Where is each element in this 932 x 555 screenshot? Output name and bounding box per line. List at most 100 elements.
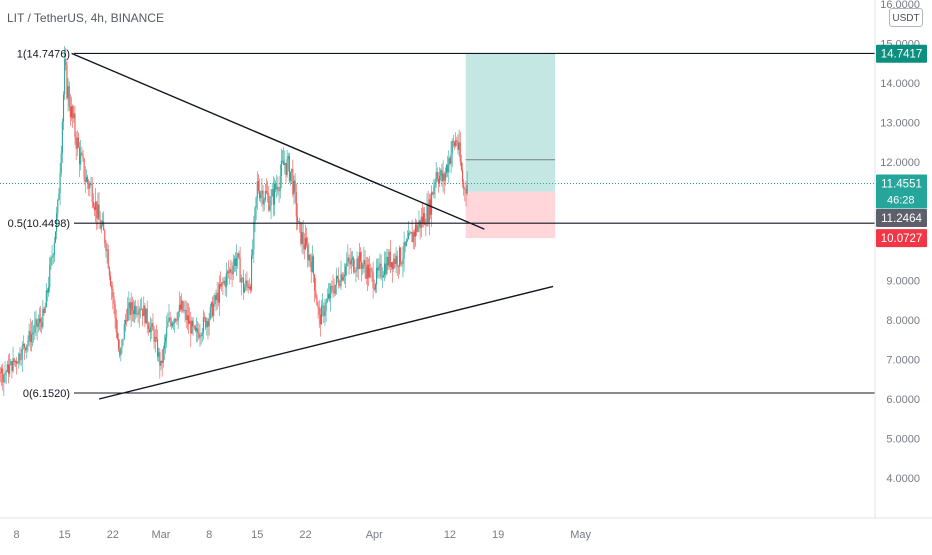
- candle: [434, 178, 436, 199]
- candle: [315, 277, 317, 300]
- candle: [413, 229, 415, 250]
- candle: [262, 184, 264, 212]
- candle: [121, 338, 123, 354]
- candle: [412, 229, 414, 250]
- candle: [225, 262, 227, 298]
- candle: [122, 339, 124, 346]
- candle: [171, 320, 173, 329]
- candle: [22, 335, 24, 350]
- candle: [194, 324, 196, 333]
- candle: [331, 280, 333, 294]
- candle: [385, 251, 387, 279]
- candle: [308, 242, 310, 267]
- candle: [445, 163, 448, 178]
- candle: [374, 282, 376, 294]
- target-zone[interactable]: [465, 53, 556, 192]
- candle: [12, 346, 14, 374]
- candle: [49, 256, 51, 293]
- candle: [320, 299, 323, 325]
- candle: [394, 252, 396, 269]
- candle: [312, 254, 315, 283]
- candle: [236, 244, 238, 277]
- svg-text:10.0727: 10.0727: [881, 233, 923, 245]
- candle: [346, 252, 348, 277]
- candle: [288, 152, 290, 184]
- candle: [67, 78, 69, 112]
- candle: [228, 260, 230, 279]
- candle: [128, 291, 130, 321]
- candle: [324, 298, 326, 326]
- candle: [45, 283, 47, 308]
- candle: [6, 360, 8, 373]
- candle: [3, 373, 5, 397]
- upper-trendline[interactable]: [71, 52, 485, 230]
- candle: [425, 218, 427, 237]
- candle: [7, 354, 10, 384]
- candle: [135, 299, 137, 320]
- candle: [36, 318, 38, 341]
- candle: [380, 254, 382, 281]
- candle: [330, 283, 332, 312]
- candle: [416, 219, 418, 237]
- candle: [35, 310, 37, 336]
- candle: [224, 276, 226, 296]
- lower-trendline[interactable]: [98, 285, 554, 400]
- currency-badge[interactable]: USDT: [889, 8, 923, 27]
- candle: [302, 219, 304, 255]
- candle: [182, 299, 184, 313]
- candle: [229, 266, 231, 285]
- candle: [301, 221, 303, 254]
- candle: [32, 319, 34, 347]
- candle: [451, 138, 453, 168]
- candle: [64, 46, 66, 100]
- candle: [177, 310, 179, 329]
- candle: [89, 181, 91, 197]
- candle: [215, 289, 217, 312]
- candle: [69, 93, 71, 126]
- candle: [398, 245, 401, 275]
- candle: [294, 173, 296, 204]
- candle: [269, 196, 271, 212]
- y-tick-label: 7.0000: [886, 355, 920, 367]
- x-tick-label: 22: [107, 529, 119, 541]
- candle: [21, 341, 23, 373]
- candle: [10, 358, 12, 366]
- position-zones: [465, 53, 556, 239]
- x-tick-label: May: [570, 529, 591, 541]
- candle: [184, 300, 186, 323]
- candle: [458, 129, 460, 157]
- candle: [4, 361, 6, 383]
- candle: [256, 171, 258, 211]
- candle: [264, 183, 266, 203]
- candle: [116, 320, 118, 341]
- candle: [33, 325, 35, 343]
- candle: [326, 288, 328, 304]
- candle: [221, 281, 223, 292]
- candle: [2, 363, 4, 391]
- candle: [144, 303, 146, 328]
- candle: [123, 319, 125, 340]
- candle: [270, 189, 272, 220]
- candle: [90, 176, 92, 186]
- stop-zone[interactable]: [465, 191, 556, 239]
- candle: [307, 236, 309, 268]
- candle: [361, 251, 363, 282]
- candle: [168, 303, 170, 323]
- candle: [263, 197, 265, 211]
- candle: [414, 218, 417, 247]
- fib-levels: 1(14.7476) 0.5(10.4498) 0(6.1520): [8, 48, 875, 400]
- candle: [366, 257, 368, 292]
- candle: [292, 159, 294, 198]
- candle: [82, 149, 84, 163]
- y-tick-label: 14.0000: [880, 78, 920, 90]
- candle: [183, 301, 185, 314]
- candle: [334, 284, 336, 296]
- candle: [160, 360, 162, 371]
- candle: [146, 300, 148, 334]
- candle: [25, 346, 27, 353]
- candle: [449, 155, 451, 166]
- candle: [187, 303, 190, 334]
- candle: [306, 227, 308, 248]
